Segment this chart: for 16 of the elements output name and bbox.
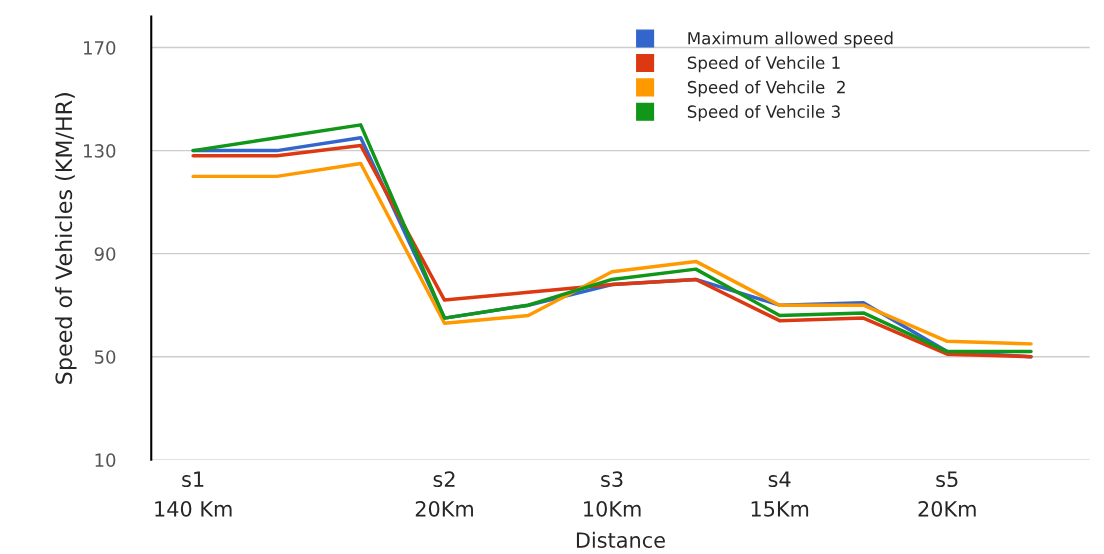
y-tick-label: 90	[94, 247, 116, 261]
x-axis-title: Distance	[576, 531, 665, 548]
legend-label: Speed of Vehcile 1	[687, 56, 840, 73]
x-tick-label: s4 15Km	[751, 471, 809, 517]
legend-label: Speed of Vehcile 3	[687, 105, 840, 122]
legend-label: Maximum allowed speed	[688, 31, 893, 48]
legend-label: Speed of Vehcile 2	[687, 80, 845, 97]
y-tick-label: 50	[94, 350, 116, 364]
x-tick-label: s1 140 Km	[155, 471, 232, 517]
y-tick-label: 170	[84, 41, 116, 55]
y-tick-label: 130	[84, 144, 116, 158]
y-axis-title: Speed of Vehicles (KM/HR)	[55, 93, 77, 384]
x-tick-label: s2 20Km	[415, 471, 473, 517]
y-tick-label: 10	[95, 453, 116, 467]
x-tick-label: s5 20Km	[918, 471, 976, 517]
x-tick-label: s3 10Km	[584, 471, 641, 517]
